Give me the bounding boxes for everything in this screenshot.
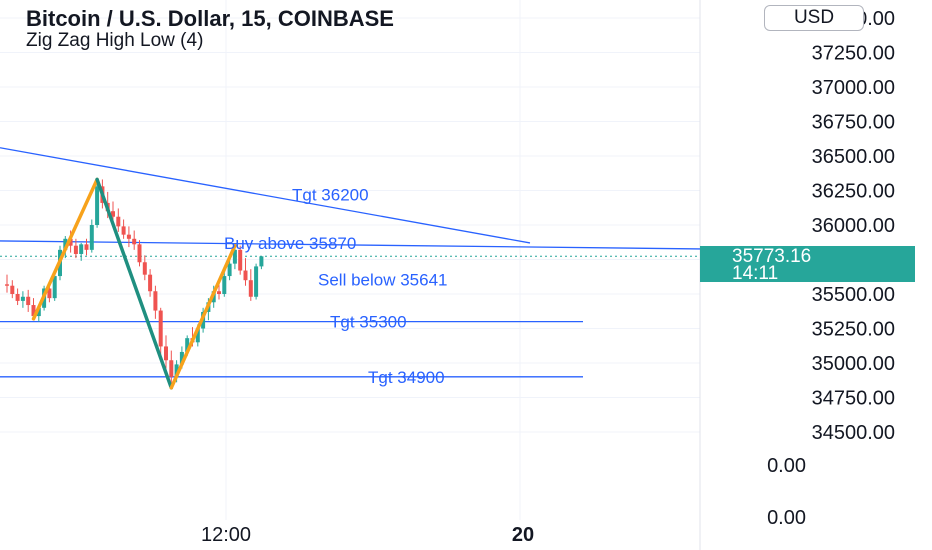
- candle-body: [132, 238, 137, 245]
- candle-body: [222, 276, 227, 294]
- candle-body: [36, 307, 41, 317]
- time-axis: 12:00 20: [201, 524, 534, 546]
- candle-body: [68, 238, 73, 246]
- price-tick-label: 35500.00: [812, 284, 895, 306]
- currency-button[interactable]: USD: [764, 5, 864, 31]
- annotations-layer[interactable]: Tgt 36200 Buy above 35870 Sell below 35641…: [224, 186, 447, 387]
- candle-body: [73, 245, 78, 254]
- candle-body: [248, 280, 253, 297]
- candle-body: [52, 276, 57, 299]
- candles-layer: [5, 179, 264, 388]
- candle-body: [89, 225, 94, 250]
- last-price-badge: 35773.16 14:11: [700, 246, 915, 284]
- candle-body: [111, 211, 115, 217]
- candle-body: [121, 226, 126, 235]
- candle-body: [185, 338, 190, 352]
- price-tick-label: 34750.00: [812, 388, 895, 410]
- time-tick-label: 20: [512, 524, 534, 546]
- candle-body: [79, 244, 84, 254]
- zigzag-layer: [31, 177, 237, 390]
- buy-level-line[interactable]: [0, 240, 701, 250]
- time-tick-label: 12:00: [201, 524, 251, 546]
- candle-body: [126, 234, 131, 239]
- candle-body: [238, 249, 243, 271]
- candle-body: [26, 296, 31, 306]
- price-tick-label: 36250.00: [812, 181, 895, 203]
- candle-body: [142, 262, 147, 275]
- candle-body: [195, 328, 200, 343]
- candle-body: [15, 294, 20, 301]
- indicator-scale-label: 0.00: [767, 455, 806, 477]
- annotation-buy-above-35870[interactable]: Buy above 35870: [224, 234, 356, 253]
- candle-body: [232, 249, 237, 264]
- price-tick-label: 37000.00: [812, 77, 895, 99]
- annotation-sell-below-35641[interactable]: Sell below 35641: [318, 271, 447, 290]
- price-tick-label: 36500.00: [812, 146, 895, 168]
- candle-body: [179, 351, 184, 365]
- candle-body: [95, 186, 100, 225]
- candle-body: [5, 284, 9, 286]
- descending-trendline[interactable]: [0, 147, 531, 244]
- candle-body: [158, 310, 163, 347]
- candle-body: [169, 360, 174, 377]
- candle-body: [20, 296, 25, 301]
- candle-body: [174, 364, 179, 377]
- annotation-tgt-36200[interactable]: Tgt 36200: [292, 186, 369, 205]
- candle-body: [153, 291, 158, 311]
- price-tick-label: 36750.00: [812, 112, 895, 134]
- candle-body: [10, 285, 15, 294]
- candle-body: [164, 346, 168, 361]
- indicator-legend[interactable]: Zig Zag High Low (4): [26, 30, 204, 51]
- candle-body: [243, 270, 248, 281]
- candle-body: [227, 263, 232, 277]
- candle-body: [47, 288, 52, 299]
- zigzag-segment: [95, 177, 174, 390]
- drawing-layer[interactable]: [0, 147, 701, 378]
- chart-grid: [0, 0, 700, 520]
- price-tick-label: 34500.00: [812, 422, 895, 444]
- candle-countdown: 14:11: [732, 263, 779, 284]
- candle-body: [63, 238, 68, 250]
- chart-title: Bitcoin / U.S. Dollar, 15, COINBASE: [26, 6, 394, 31]
- candle-body: [116, 216, 121, 227]
- zigzag-segment: [31, 177, 99, 321]
- last-price-value: 35773.16: [732, 246, 812, 267]
- annotation-tgt-34900[interactable]: Tgt 34900: [368, 368, 445, 387]
- candle-body: [217, 291, 221, 294]
- price-tick-label: 35250.00: [812, 319, 895, 341]
- candle-body: [31, 305, 36, 317]
- annotation-tgt-35300[interactable]: Tgt 35300: [330, 313, 407, 332]
- candle-body: [259, 256, 264, 267]
- price-tick-label: 35000.00: [812, 353, 895, 375]
- candle-body: [84, 244, 89, 250]
- indicator-scale-label: 0.00: [767, 507, 806, 529]
- zigzag-segment: [169, 243, 237, 390]
- candle-body: [148, 274, 153, 292]
- price-tick-label: 37250.00: [812, 43, 895, 65]
- candle-body: [137, 244, 142, 263]
- price-tick-label: 36000.00: [812, 215, 895, 237]
- candle-body: [254, 266, 259, 297]
